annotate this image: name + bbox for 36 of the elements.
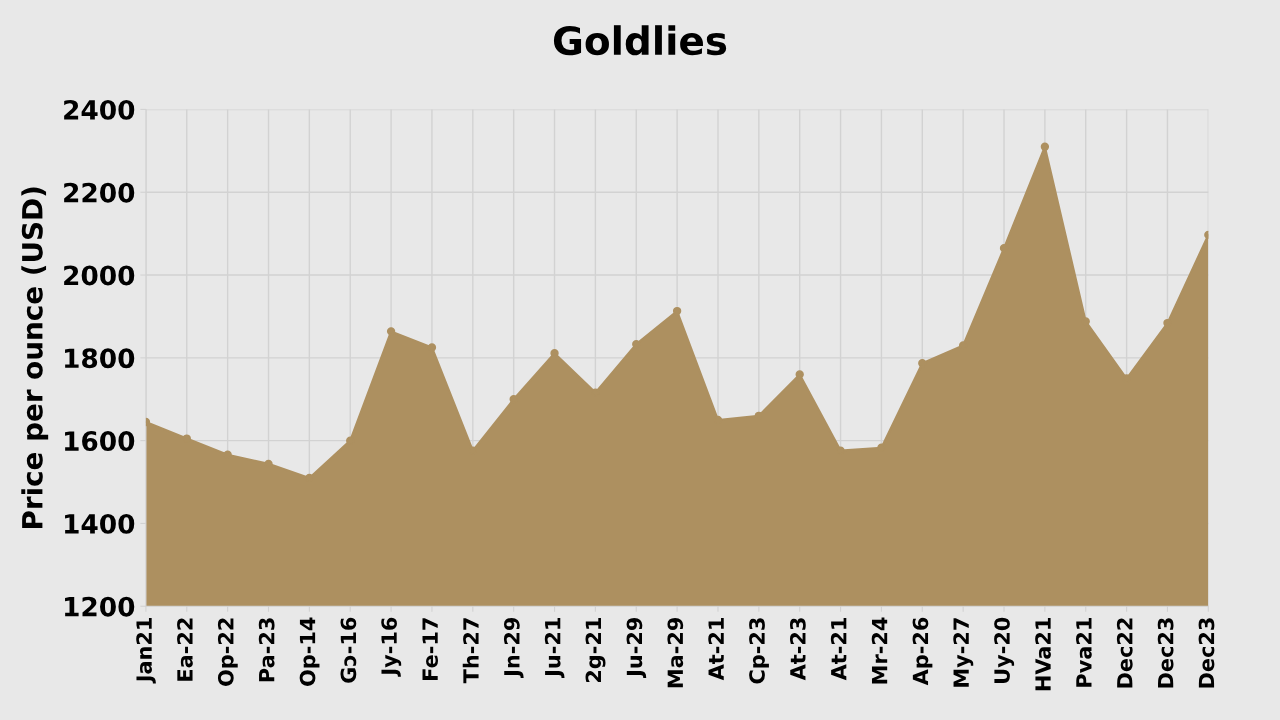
x-tick-label: HVa21 [1035, 618, 1051, 691]
x-tick-label: 2g-21 [585, 618, 606, 683]
chart-title: Goldlies [553, 25, 727, 56]
y-tick-label: 2200 [64, 182, 135, 203]
x-tick-label: Uy-20 [994, 617, 1015, 683]
x-tick-label: Op-22 [217, 618, 238, 686]
x-tick-label: Cp-23 [749, 618, 769, 684]
x-tick-label: At-21 [830, 618, 847, 681]
x-tick-label: Th-27 [462, 618, 479, 684]
x-tick-label: At-21 [708, 618, 724, 681]
x-tick-label: Ap-26 [912, 617, 933, 686]
y-tick-label: 1200 [65, 596, 135, 617]
y-axis-title: Price per ounce (USD) [21, 187, 49, 528]
x-tick-label: Dec22 [1116, 618, 1133, 688]
x-tick-label: Ju-21 [544, 618, 565, 679]
x-tick-label: At-23 [789, 618, 806, 681]
x-tick-label: Pva21 [1076, 618, 1092, 687]
y-tick-label: 1400 [65, 513, 135, 534]
x-tick-label: My-27 [953, 618, 974, 687]
y-tick-label: 1600 [65, 431, 135, 452]
x-tick-label: Ju-29 [626, 617, 647, 679]
x-tick-label: Dec23 [1198, 618, 1215, 688]
x-tick-label: Jn-29 [503, 617, 524, 679]
x-tick-label: Fe-17 [422, 618, 438, 680]
x-tick-label: Ma-29 [667, 617, 684, 688]
y-tick-label: 1800 [65, 348, 135, 369]
x-tick-label: Gɔ-16 [340, 617, 357, 683]
x-tick-label: Jan21 [136, 618, 156, 684]
x-tick-label: Op-14 [299, 617, 320, 686]
y-tick-label: 2000 [64, 265, 135, 286]
x-tick-label: Mr-24 [871, 617, 888, 684]
x-tick-label: Dec23 [1157, 618, 1174, 688]
x-tick-label: Pa-23 [258, 618, 275, 682]
y-tick-label: 2400 [64, 99, 135, 120]
x-tick-label: Ea-22 [177, 618, 193, 681]
x-tick-label: Jy-16 [381, 617, 402, 677]
